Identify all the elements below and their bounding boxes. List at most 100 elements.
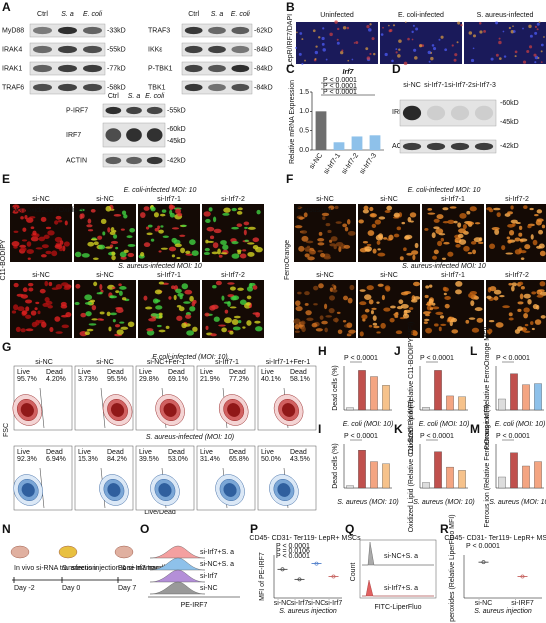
cell: [30, 236, 39, 242]
cell: [372, 315, 377, 321]
cell: [449, 320, 453, 327]
icon: [58, 545, 78, 559]
condition-header: E. coli-infected MOI: 10: [408, 187, 481, 194]
blot-band: [184, 64, 203, 73]
micrograph-dot: [543, 36, 545, 38]
cell: [255, 312, 261, 318]
cell: [403, 247, 407, 252]
blot-band: [474, 142, 494, 151]
panel-letter: H: [318, 344, 327, 358]
bar: [534, 383, 542, 411]
micrograph-dot: [340, 50, 344, 55]
blot-band: [33, 64, 52, 73]
cell: [531, 327, 535, 331]
cell: [102, 231, 106, 236]
p-value: P < 0.0001: [466, 543, 500, 550]
panel-letter: K: [394, 422, 403, 436]
cell: [35, 301, 40, 305]
cell: [319, 315, 324, 320]
cell: [156, 324, 162, 328]
panel-letter: A: [2, 0, 11, 14]
cell: [424, 294, 429, 299]
cell: [336, 311, 341, 314]
cell: [158, 250, 162, 253]
cell: [191, 301, 196, 307]
track-label: si-Irf7+S. a: [200, 549, 234, 556]
size-marker: -55kD: [167, 107, 186, 114]
cell: [181, 224, 187, 227]
cell: [111, 286, 116, 289]
size-marker: -33kD: [107, 27, 126, 34]
cell: [431, 306, 440, 310]
cell: [389, 317, 395, 323]
cell: [471, 327, 480, 333]
p-value: P < 0.0001: [344, 355, 378, 362]
cell: [449, 206, 457, 209]
panel-letter: N: [2, 522, 11, 536]
cell: [532, 304, 539, 310]
bar: [370, 461, 378, 489]
micrograph-dot: [534, 25, 538, 28]
cell: [489, 243, 496, 250]
micrograph-dot: [351, 58, 354, 61]
micrograph-dot: [419, 44, 423, 48]
cell: [439, 315, 445, 319]
cell: [168, 296, 172, 300]
micrograph-dot: [512, 30, 516, 33]
micrograph-dot: [413, 48, 417, 52]
micrograph-dot: [397, 54, 401, 58]
cell: [218, 254, 223, 258]
micrograph-dot: [538, 21, 541, 23]
gate-label: Dead: [168, 369, 185, 376]
cell: [54, 236, 63, 243]
protein-label: IRF7: [66, 132, 81, 139]
column-label: si-Irf7-2: [448, 82, 472, 89]
cell: [140, 252, 145, 257]
cell: [158, 229, 164, 234]
axis-label: Lipid peroxides (Relative LiperFluo MFI): [449, 514, 456, 623]
bar: [458, 396, 466, 411]
condition-header: S. aureus-infected (MOI: 10): [146, 434, 234, 441]
p-value: P < 0.0001: [496, 355, 530, 362]
cell: [400, 303, 409, 309]
cell: [523, 330, 531, 333]
blot-band: [58, 64, 77, 73]
cell: [399, 256, 404, 261]
cell: [116, 329, 124, 335]
micrograph-dot: [295, 31, 298, 34]
cell: [81, 253, 90, 258]
cell: [428, 298, 434, 305]
cell: [517, 308, 522, 313]
gate-label: Dead: [290, 449, 307, 456]
micrograph-dot: [498, 37, 501, 40]
cell: [295, 305, 303, 312]
micrograph-dot: [411, 30, 414, 34]
cell: [99, 284, 103, 290]
gate-percent: 95.5%: [107, 376, 127, 383]
cell: [324, 327, 328, 333]
micrograph-dot: [369, 23, 372, 26]
micrograph-dot: [411, 38, 414, 41]
histogram: [149, 581, 206, 595]
track-label: si-Irf7+S. a: [384, 585, 418, 592]
cell: [229, 306, 237, 309]
p-value: P = 0.0106: [276, 548, 310, 555]
blot-band: [426, 105, 446, 121]
micrograph-dot: [540, 50, 543, 53]
cell: [210, 333, 217, 337]
cell: [362, 241, 368, 244]
cell: [12, 209, 19, 214]
cell: [25, 299, 33, 304]
blot-strip: [399, 139, 497, 154]
blot-band: [58, 26, 77, 35]
panel-letter: C: [286, 62, 295, 76]
contour: [110, 403, 125, 417]
micrograph-dot: [404, 21, 407, 23]
cell: [224, 309, 229, 314]
micrograph-dot: [512, 25, 514, 28]
panel-letter: Q: [345, 522, 354, 536]
cell: [342, 223, 348, 228]
cell: [205, 239, 209, 244]
cell: [307, 256, 315, 261]
x-tick-label: si-Irf7-1: [323, 152, 342, 176]
